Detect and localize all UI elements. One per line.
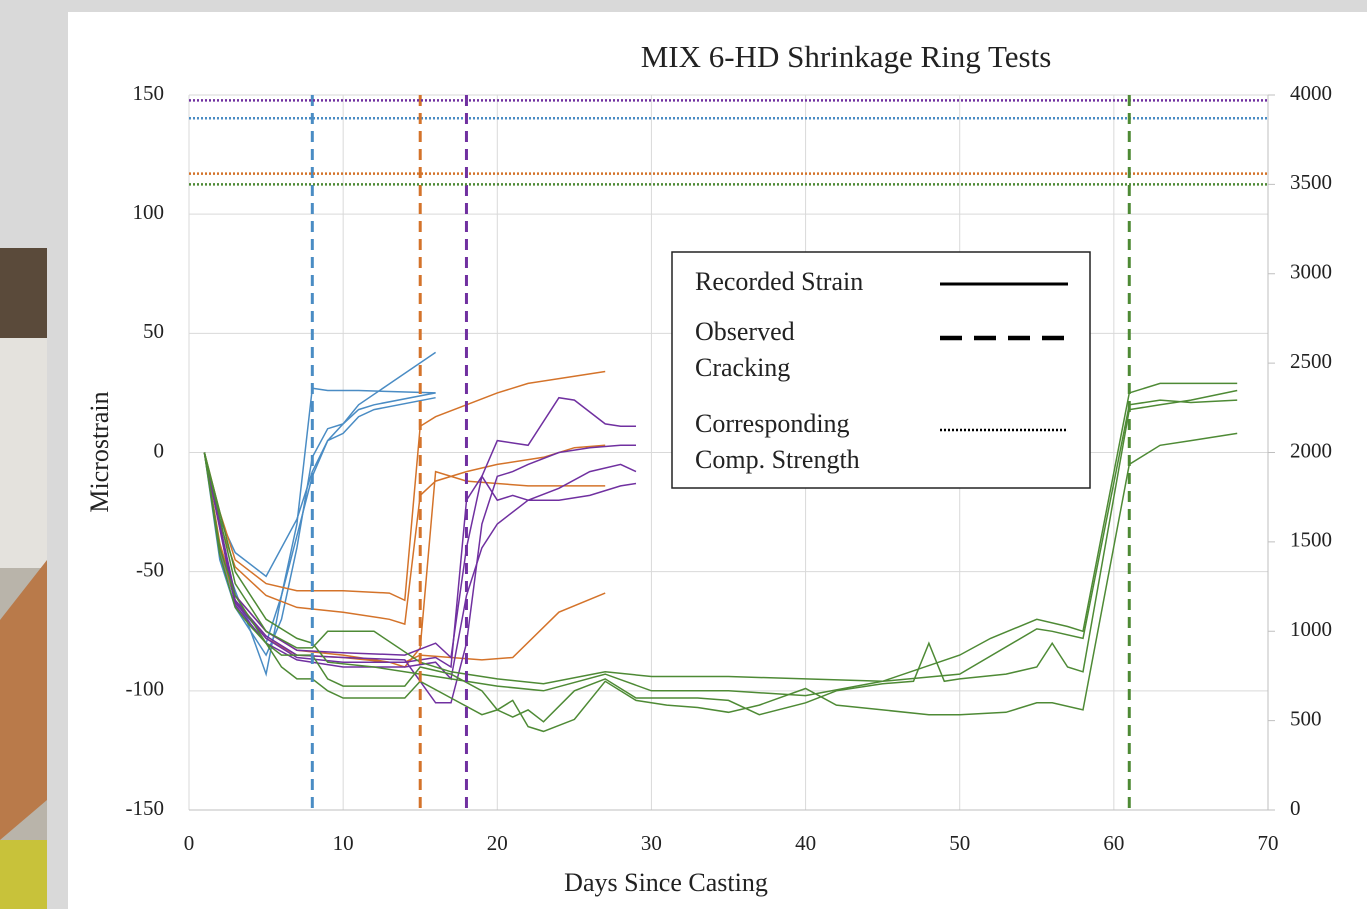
y-tick-label: -50 xyxy=(136,557,164,581)
x-tick-label: 60 xyxy=(1103,831,1124,855)
y2-tick-label: 4000 xyxy=(1290,81,1332,105)
y2-tick-label: 2500 xyxy=(1290,349,1332,373)
chart-title: MIX 6-HD Shrinkage Ring Tests xyxy=(641,39,1052,74)
y2-tick-label: 2000 xyxy=(1290,438,1332,462)
x-tick-label: 50 xyxy=(949,831,970,855)
strain-line xyxy=(203,432,1238,733)
y-tick-label: 100 xyxy=(133,200,165,224)
photo-floor xyxy=(0,840,47,909)
y-tick-label: 0 xyxy=(154,438,165,462)
x-tick-label: 40 xyxy=(795,831,816,855)
strain-line xyxy=(203,370,606,602)
y2-tick-label: 1500 xyxy=(1290,528,1332,552)
x-tick-label: 0 xyxy=(184,831,195,855)
y-tick-label: -150 xyxy=(126,796,165,820)
photo-wood xyxy=(0,560,47,840)
legend-label: Observed xyxy=(695,317,795,346)
legend: Recorded Strain Observed Cracking Correspon… xyxy=(671,251,1091,489)
legend-label: Comp. Strength xyxy=(695,445,860,474)
legend-label: Corresponding xyxy=(695,409,850,438)
y2-tick-label: 1000 xyxy=(1290,617,1332,641)
legend-label: Cracking xyxy=(695,353,790,382)
y2-tick-label: 0 xyxy=(1290,796,1301,820)
y-tick-label: -100 xyxy=(126,677,165,701)
legend-box xyxy=(671,251,1091,489)
photo-concrete xyxy=(0,338,47,568)
y-axis-label: Microstrain xyxy=(85,391,114,512)
x-tick-label: 20 xyxy=(487,831,508,855)
y-tick-label: 50 xyxy=(143,319,164,343)
photo-top xyxy=(0,248,47,338)
strain-line xyxy=(203,382,1238,685)
legend-label: Recorded Strain xyxy=(695,267,863,296)
y2-tick-label: 3000 xyxy=(1290,260,1332,284)
strain-line xyxy=(203,389,1238,723)
y2-tick-label: 3500 xyxy=(1290,170,1332,194)
strain-line xyxy=(203,399,1238,697)
x-tick-label: 30 xyxy=(641,831,662,855)
photo xyxy=(0,248,47,909)
strain-line xyxy=(203,444,606,626)
y2-tick-label: 500 xyxy=(1290,706,1322,730)
x-axis-label: Days Since Casting xyxy=(564,868,768,897)
y-tick-label: 150 xyxy=(133,81,165,105)
x-tick-label: 70 xyxy=(1258,831,1279,855)
x-tick-label: 10 xyxy=(333,831,354,855)
strain-line xyxy=(203,452,637,681)
